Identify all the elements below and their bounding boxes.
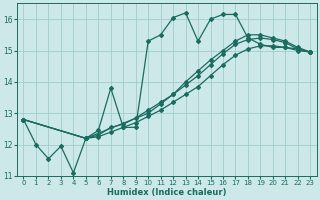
X-axis label: Humidex (Indice chaleur): Humidex (Indice chaleur) bbox=[107, 188, 227, 197]
